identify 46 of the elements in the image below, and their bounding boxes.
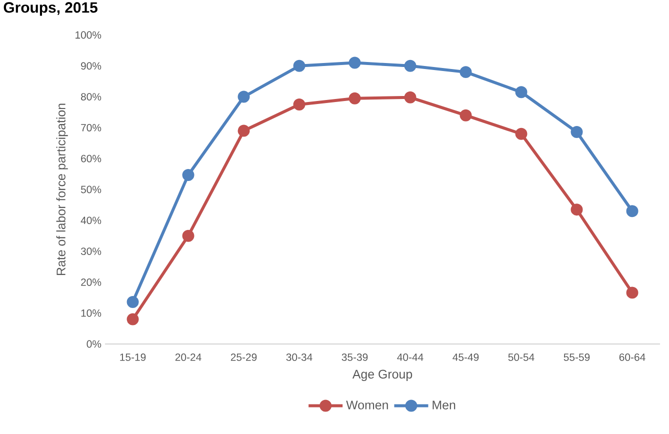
point xyxy=(182,168,194,181)
point xyxy=(293,98,306,111)
legend-label: Men xyxy=(432,400,456,410)
y-tick-label: 100% xyxy=(76,31,102,39)
point xyxy=(182,230,194,242)
point xyxy=(126,313,139,326)
y-tick-label: 60% xyxy=(81,154,102,162)
point xyxy=(515,128,528,140)
y-tick-label: 70% xyxy=(81,124,102,132)
y-tick-label: 90% xyxy=(81,62,102,70)
point xyxy=(348,56,361,69)
y-tick-label: 80% xyxy=(81,93,102,100)
legend-label: Women xyxy=(346,400,388,410)
point xyxy=(404,60,416,72)
point xyxy=(126,296,139,308)
y-tick-label: 0% xyxy=(86,340,102,348)
point xyxy=(626,205,638,218)
x-axis-title: Age Group xyxy=(352,370,412,382)
point xyxy=(460,66,472,78)
x-tick-label: 35-39 xyxy=(342,354,368,361)
x-tick-label: 25-29 xyxy=(230,354,257,361)
y-tick-label: 40% xyxy=(80,216,102,224)
y-tick-label: 50% xyxy=(80,186,102,194)
x-tick-label: 45-49 xyxy=(452,354,479,361)
point xyxy=(570,204,583,216)
point xyxy=(460,109,472,122)
point xyxy=(626,286,638,299)
y-tick-label: 30% xyxy=(80,248,102,255)
y-tick-label: 20% xyxy=(81,278,102,286)
point xyxy=(293,60,306,72)
x-tick-label: 50-54 xyxy=(508,354,534,361)
point xyxy=(348,92,361,104)
y-axis-title: Rate of labor force participation xyxy=(56,104,68,275)
point xyxy=(238,90,250,103)
chart-title: Groups, 2015 xyxy=(4,2,98,16)
point xyxy=(238,124,250,137)
x-tick-label: 55-59 xyxy=(564,354,590,361)
x-tick-label: 40-44 xyxy=(397,354,424,361)
point xyxy=(570,126,583,138)
x-tick-label: 15-19 xyxy=(120,354,146,361)
y-tick-label: 10% xyxy=(81,309,102,317)
x-tick-label: 30-34 xyxy=(286,354,312,361)
point xyxy=(404,91,416,104)
x-tick-label: 60-64 xyxy=(619,354,646,361)
x-tick-label: 20-24 xyxy=(175,354,202,361)
point xyxy=(515,86,528,98)
